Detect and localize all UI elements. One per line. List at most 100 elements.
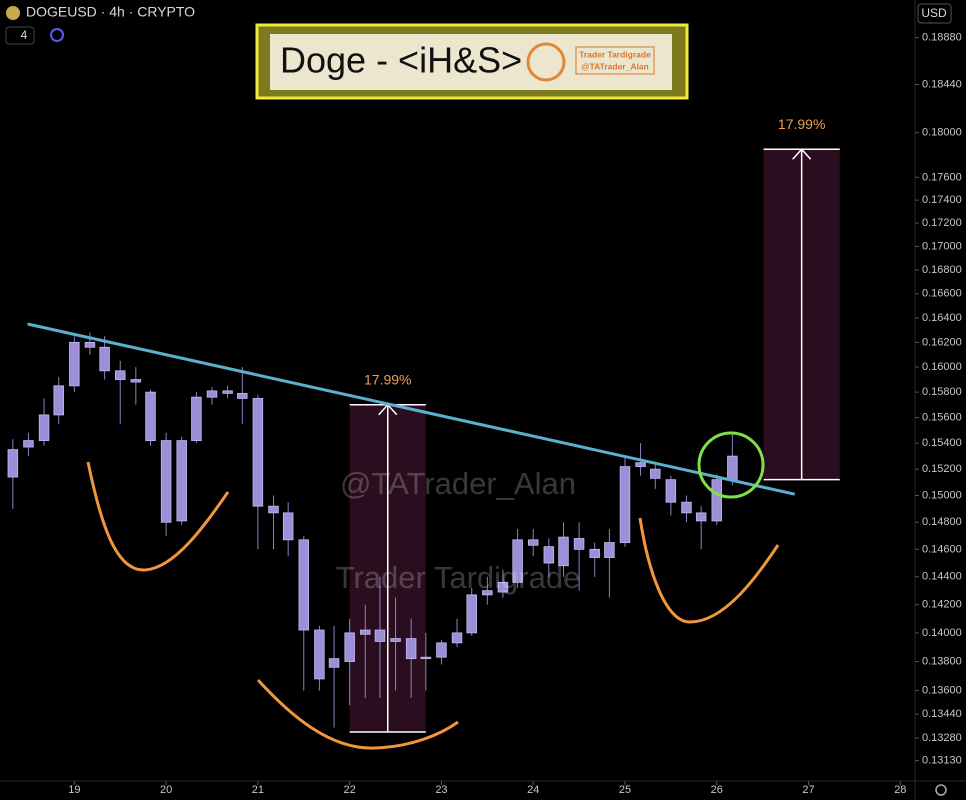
y-tick-label: 0.16400 xyxy=(922,312,962,324)
measure-arrowhead xyxy=(792,148,812,160)
candle-body xyxy=(314,629,325,680)
candle-body xyxy=(405,638,417,660)
y-tick-label: 0.17600 xyxy=(922,171,962,183)
candle-body xyxy=(344,632,355,662)
candle-body xyxy=(466,594,477,634)
candle-body xyxy=(604,542,615,558)
x-tick-label: 27 xyxy=(802,784,814,796)
candle-body xyxy=(420,656,432,660)
y-tick-label: 0.13600 xyxy=(922,684,962,696)
candle-body xyxy=(237,392,248,399)
highlight-circle xyxy=(697,431,765,499)
x-tick-label: 28 xyxy=(894,784,906,796)
y-tick-label: 0.15200 xyxy=(922,463,962,475)
candle-body xyxy=(53,385,64,416)
candle-body xyxy=(711,479,723,522)
candle-body xyxy=(69,341,80,387)
watermark: @TATrader_Alan xyxy=(340,466,576,501)
candle-body xyxy=(252,398,264,507)
x-tick-label: 21 xyxy=(252,784,264,796)
watermark: Trader Tardigrade xyxy=(336,560,581,595)
y-tick-label: 0.15800 xyxy=(922,386,962,398)
y-tick-label: 0.15400 xyxy=(922,437,962,449)
y-tick-label: 0.13130 xyxy=(922,755,962,767)
multiplier-box[interactable] xyxy=(5,26,35,45)
x-tick-label: 25 xyxy=(619,784,631,796)
y-tick-label: 0.17400 xyxy=(922,194,962,206)
settings-icon[interactable] xyxy=(935,784,947,796)
candle-body xyxy=(482,590,493,596)
candle-body xyxy=(390,638,401,642)
candle-body xyxy=(206,390,218,398)
title-inner xyxy=(270,34,672,90)
candle-body xyxy=(681,501,692,514)
measure-label: 17.99% xyxy=(364,371,411,387)
candle-body xyxy=(99,346,110,372)
chart-title: Doge - <iH&S> xyxy=(280,40,522,81)
candle-body xyxy=(222,390,233,394)
y-tick-label: 0.16800 xyxy=(922,264,962,276)
currency-box[interactable] xyxy=(917,3,952,24)
candle-body xyxy=(543,546,555,564)
candle-body xyxy=(573,538,585,550)
multiplier[interactable]: 4 xyxy=(21,28,28,42)
measure-label: 17.99% xyxy=(778,116,825,132)
logo-text: @TATrader_Alan xyxy=(581,61,649,71)
candle-body xyxy=(635,462,646,467)
y-tick-label: 0.13440 xyxy=(922,708,962,720)
candle-body xyxy=(589,548,600,558)
candle-body xyxy=(436,642,447,658)
currency[interactable]: USD xyxy=(921,6,947,20)
y-tick-label: 0.17000 xyxy=(922,240,962,252)
candle-body xyxy=(527,539,539,546)
logo-icon xyxy=(526,42,566,82)
y-tick-label: 0.14200 xyxy=(922,599,962,611)
candle-body xyxy=(38,414,50,441)
candle-body xyxy=(497,581,509,593)
candle-body xyxy=(191,396,202,441)
head-curve xyxy=(256,678,459,750)
x-tick-label: 26 xyxy=(711,784,723,796)
shoulder-curve xyxy=(638,517,780,624)
y-tick-label: 0.14400 xyxy=(922,571,962,583)
y-tick-label: 0.14800 xyxy=(922,516,962,528)
candle-body xyxy=(695,512,707,522)
candle-body xyxy=(558,536,569,567)
y-tick-label: 0.18880 xyxy=(922,32,962,44)
y-tick-label: 0.14000 xyxy=(922,627,962,639)
x-tick-label: 20 xyxy=(160,784,172,796)
candle-body xyxy=(268,505,279,514)
y-tick-label: 0.14600 xyxy=(922,543,962,555)
candle-body xyxy=(360,629,371,635)
y-tick-label: 0.17200 xyxy=(922,217,962,229)
x-tick-label: 24 xyxy=(527,784,539,796)
candle-body xyxy=(665,479,677,503)
candle-body xyxy=(282,512,294,541)
candle-body xyxy=(328,658,340,668)
candle-body xyxy=(23,440,34,448)
sync-icon[interactable] xyxy=(50,28,64,42)
candle-body xyxy=(650,468,661,479)
trendline xyxy=(27,322,796,496)
candle-body xyxy=(298,539,310,631)
y-tick-label: 0.15600 xyxy=(922,411,962,423)
symbol-icon xyxy=(6,6,20,20)
y-tick-label: 0.16600 xyxy=(922,288,962,300)
candle-body xyxy=(7,449,19,478)
y-tick-label: 0.16200 xyxy=(922,336,962,348)
candle-body xyxy=(114,370,126,380)
candle-body xyxy=(451,632,463,644)
y-tick-label: 0.13800 xyxy=(922,655,962,667)
candle-body xyxy=(619,466,631,543)
plot-area: 17.99% 17.99% xyxy=(7,116,840,733)
candle-body xyxy=(727,455,738,481)
logo-text: Trader Tardigrade xyxy=(579,49,651,59)
candle-body xyxy=(84,341,96,348)
x-tick-label: 22 xyxy=(344,784,356,796)
y-tick-label: 0.16000 xyxy=(922,361,962,373)
candle-body xyxy=(145,391,156,441)
symbol-label[interactable]: DOGEUSD · 4h · CRYPTO xyxy=(26,4,195,20)
shoulder-curve xyxy=(86,461,230,572)
candle-body xyxy=(176,440,187,522)
